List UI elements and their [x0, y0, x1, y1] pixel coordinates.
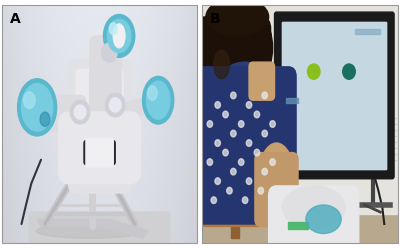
Circle shape [74, 105, 86, 119]
Circle shape [231, 168, 236, 175]
Circle shape [215, 102, 220, 108]
Polygon shape [37, 219, 148, 238]
Circle shape [106, 93, 125, 117]
Ellipse shape [113, 24, 125, 48]
Circle shape [70, 100, 90, 124]
Circle shape [254, 149, 260, 156]
FancyBboxPatch shape [255, 153, 298, 226]
Circle shape [270, 159, 275, 165]
Circle shape [238, 121, 244, 127]
FancyBboxPatch shape [261, 12, 398, 215]
Circle shape [262, 92, 268, 99]
Circle shape [308, 64, 320, 79]
Circle shape [254, 111, 260, 118]
FancyBboxPatch shape [200, 205, 274, 226]
FancyBboxPatch shape [249, 62, 274, 100]
Circle shape [258, 187, 264, 194]
Circle shape [246, 178, 252, 185]
Circle shape [223, 149, 228, 156]
Circle shape [262, 168, 268, 175]
Ellipse shape [22, 84, 53, 131]
Circle shape [242, 197, 248, 204]
FancyBboxPatch shape [86, 138, 113, 167]
FancyBboxPatch shape [210, 79, 269, 193]
Circle shape [227, 187, 232, 194]
Ellipse shape [198, 62, 292, 210]
Ellipse shape [306, 205, 341, 234]
Ellipse shape [36, 224, 144, 238]
FancyBboxPatch shape [282, 22, 386, 169]
Circle shape [215, 140, 220, 146]
FancyBboxPatch shape [76, 69, 123, 184]
Circle shape [270, 121, 275, 127]
FancyBboxPatch shape [84, 141, 115, 164]
Ellipse shape [146, 81, 170, 119]
Ellipse shape [214, 50, 230, 79]
FancyBboxPatch shape [269, 186, 359, 248]
FancyBboxPatch shape [274, 12, 394, 179]
Circle shape [223, 111, 228, 118]
Circle shape [211, 197, 216, 204]
Bar [282, 22, 386, 169]
FancyBboxPatch shape [68, 60, 131, 193]
Ellipse shape [24, 92, 35, 109]
Circle shape [207, 159, 212, 165]
FancyBboxPatch shape [196, 17, 271, 160]
Circle shape [102, 43, 117, 62]
Bar [355, 29, 380, 33]
FancyBboxPatch shape [194, 67, 296, 224]
FancyBboxPatch shape [29, 212, 170, 246]
Circle shape [109, 98, 121, 112]
Ellipse shape [109, 23, 117, 35]
FancyBboxPatch shape [90, 36, 121, 112]
Ellipse shape [104, 14, 135, 57]
Ellipse shape [259, 143, 294, 210]
Ellipse shape [282, 186, 345, 229]
FancyBboxPatch shape [59, 112, 140, 184]
Ellipse shape [40, 112, 50, 126]
Bar [286, 98, 298, 103]
Polygon shape [115, 95, 154, 124]
Ellipse shape [202, 0, 272, 95]
Circle shape [246, 102, 252, 108]
Circle shape [238, 159, 244, 165]
Ellipse shape [142, 76, 174, 124]
Ellipse shape [148, 86, 157, 100]
Ellipse shape [206, 0, 269, 36]
Ellipse shape [18, 79, 57, 136]
Circle shape [215, 178, 220, 185]
Text: B: B [210, 12, 220, 26]
Circle shape [207, 121, 212, 127]
Ellipse shape [108, 19, 131, 53]
Circle shape [246, 140, 252, 146]
Circle shape [231, 130, 236, 137]
FancyBboxPatch shape [24, 95, 86, 131]
Bar [231, 219, 239, 238]
Bar [288, 222, 308, 229]
Circle shape [262, 130, 268, 137]
Text: A: A [10, 12, 20, 26]
Circle shape [343, 64, 355, 79]
Circle shape [231, 92, 236, 99]
